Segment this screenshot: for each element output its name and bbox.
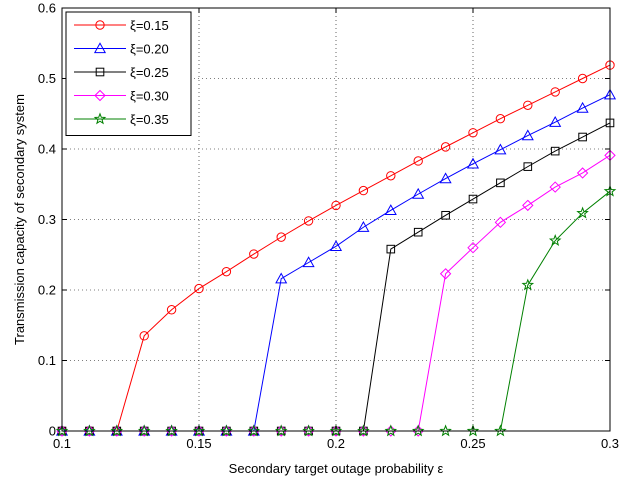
data-point xyxy=(357,424,370,437)
data-point xyxy=(55,424,69,437)
data-point xyxy=(110,424,124,437)
data-point xyxy=(523,100,533,110)
data-point xyxy=(577,73,588,84)
data-point xyxy=(137,424,151,437)
data-point xyxy=(521,129,534,141)
data-point xyxy=(441,210,450,220)
data-point xyxy=(303,216,314,226)
data-point xyxy=(165,424,178,437)
data-point xyxy=(247,424,261,437)
data-point xyxy=(576,206,589,219)
data-point xyxy=(439,268,452,280)
data-point xyxy=(221,266,232,277)
data-point xyxy=(550,146,560,156)
axis-ticks: 0.1 0.15 0.2 0.25 0.300.10.20.30.40.50.6 xyxy=(38,1,619,452)
legend-entry: ξ=0.25 xyxy=(74,65,169,80)
x-tick-label: 0.25 xyxy=(460,436,485,451)
y-tick-label: 0 xyxy=(49,424,56,439)
data-point xyxy=(494,216,507,229)
data-point xyxy=(192,424,206,437)
data-point xyxy=(249,249,259,259)
data-point xyxy=(523,162,533,171)
data-point xyxy=(302,256,315,268)
legend-marker xyxy=(93,112,107,125)
x-axis-label: Secondary target outage probability ε xyxy=(229,461,444,476)
legend-entry: ξ=0.20 xyxy=(74,42,169,57)
data-point xyxy=(466,424,480,437)
data-point xyxy=(276,232,286,242)
legend: ξ=0.15 ξ=0.20 ξ=0.25 ξ=0.30 ξ=0.35 xyxy=(65,11,192,136)
data-point xyxy=(329,240,343,251)
data-point xyxy=(548,234,562,247)
data-point xyxy=(331,200,341,211)
grid-lines xyxy=(62,8,610,431)
legend-label: ξ=0.15 xyxy=(130,18,169,33)
data-point xyxy=(412,187,425,199)
legend-marker xyxy=(95,20,105,30)
legend-marker xyxy=(94,89,106,102)
legend-marker xyxy=(93,42,107,54)
data-point xyxy=(494,143,507,155)
y-tick-label: 0.5 xyxy=(38,71,56,86)
data-point xyxy=(384,204,397,215)
data-point xyxy=(494,424,507,437)
series-line xyxy=(62,64,611,432)
y-axis-label: Transmission capacity of secondary syste… xyxy=(12,94,27,345)
data-point xyxy=(275,272,288,284)
data-point xyxy=(522,199,534,212)
data-point xyxy=(384,424,398,437)
x-tick-label: 0.15 xyxy=(186,436,211,451)
data-point xyxy=(550,87,560,97)
x-tick-label: 0.2 xyxy=(327,436,345,451)
data-point xyxy=(496,178,505,188)
legend-marker xyxy=(95,67,105,77)
y-tick-label: 0.1 xyxy=(38,353,56,368)
data-point xyxy=(576,167,589,179)
data-point xyxy=(413,156,423,166)
legend-label: ξ=0.30 xyxy=(130,89,169,104)
data-point xyxy=(139,331,149,341)
data-point xyxy=(576,101,589,113)
data-point xyxy=(439,424,452,437)
y-tick-label: 0.2 xyxy=(38,283,56,298)
legend-label: ξ=0.20 xyxy=(130,42,169,57)
data-point xyxy=(166,305,177,315)
legend-label: ξ=0.35 xyxy=(130,112,169,127)
x-tick-label: 0.1 xyxy=(53,436,71,451)
data-point xyxy=(386,171,396,181)
data-point xyxy=(439,172,452,184)
data-point xyxy=(194,283,204,294)
legend-box xyxy=(65,11,192,136)
data-point xyxy=(220,424,233,437)
data-point xyxy=(411,424,425,437)
data-point xyxy=(468,194,478,204)
legend-entry: ξ=0.30 xyxy=(74,89,169,104)
data-point xyxy=(329,424,343,437)
data-point xyxy=(521,278,535,291)
data-point xyxy=(386,244,396,254)
legend-entry: ξ=0.15 xyxy=(74,18,169,33)
legend-entry: ξ=0.35 xyxy=(74,112,169,127)
data-point xyxy=(83,424,96,437)
data-point xyxy=(440,142,451,152)
legend-label: ξ=0.25 xyxy=(130,65,169,80)
data-point xyxy=(467,241,479,254)
data-point xyxy=(468,128,478,138)
y-tick-label: 0.6 xyxy=(38,1,56,16)
y-tick-label: 0.4 xyxy=(38,142,56,157)
data-point xyxy=(549,115,562,127)
data-point xyxy=(495,113,506,124)
y-tick-label: 0.3 xyxy=(38,212,56,227)
data-point xyxy=(466,157,480,169)
data-point xyxy=(274,424,288,437)
data-point xyxy=(578,132,587,142)
data-point xyxy=(549,181,561,193)
data-point xyxy=(358,185,369,196)
data-point xyxy=(302,424,315,437)
data-point xyxy=(357,221,370,232)
data-point xyxy=(413,227,423,237)
x-tick-label: 0.3 xyxy=(601,436,619,451)
